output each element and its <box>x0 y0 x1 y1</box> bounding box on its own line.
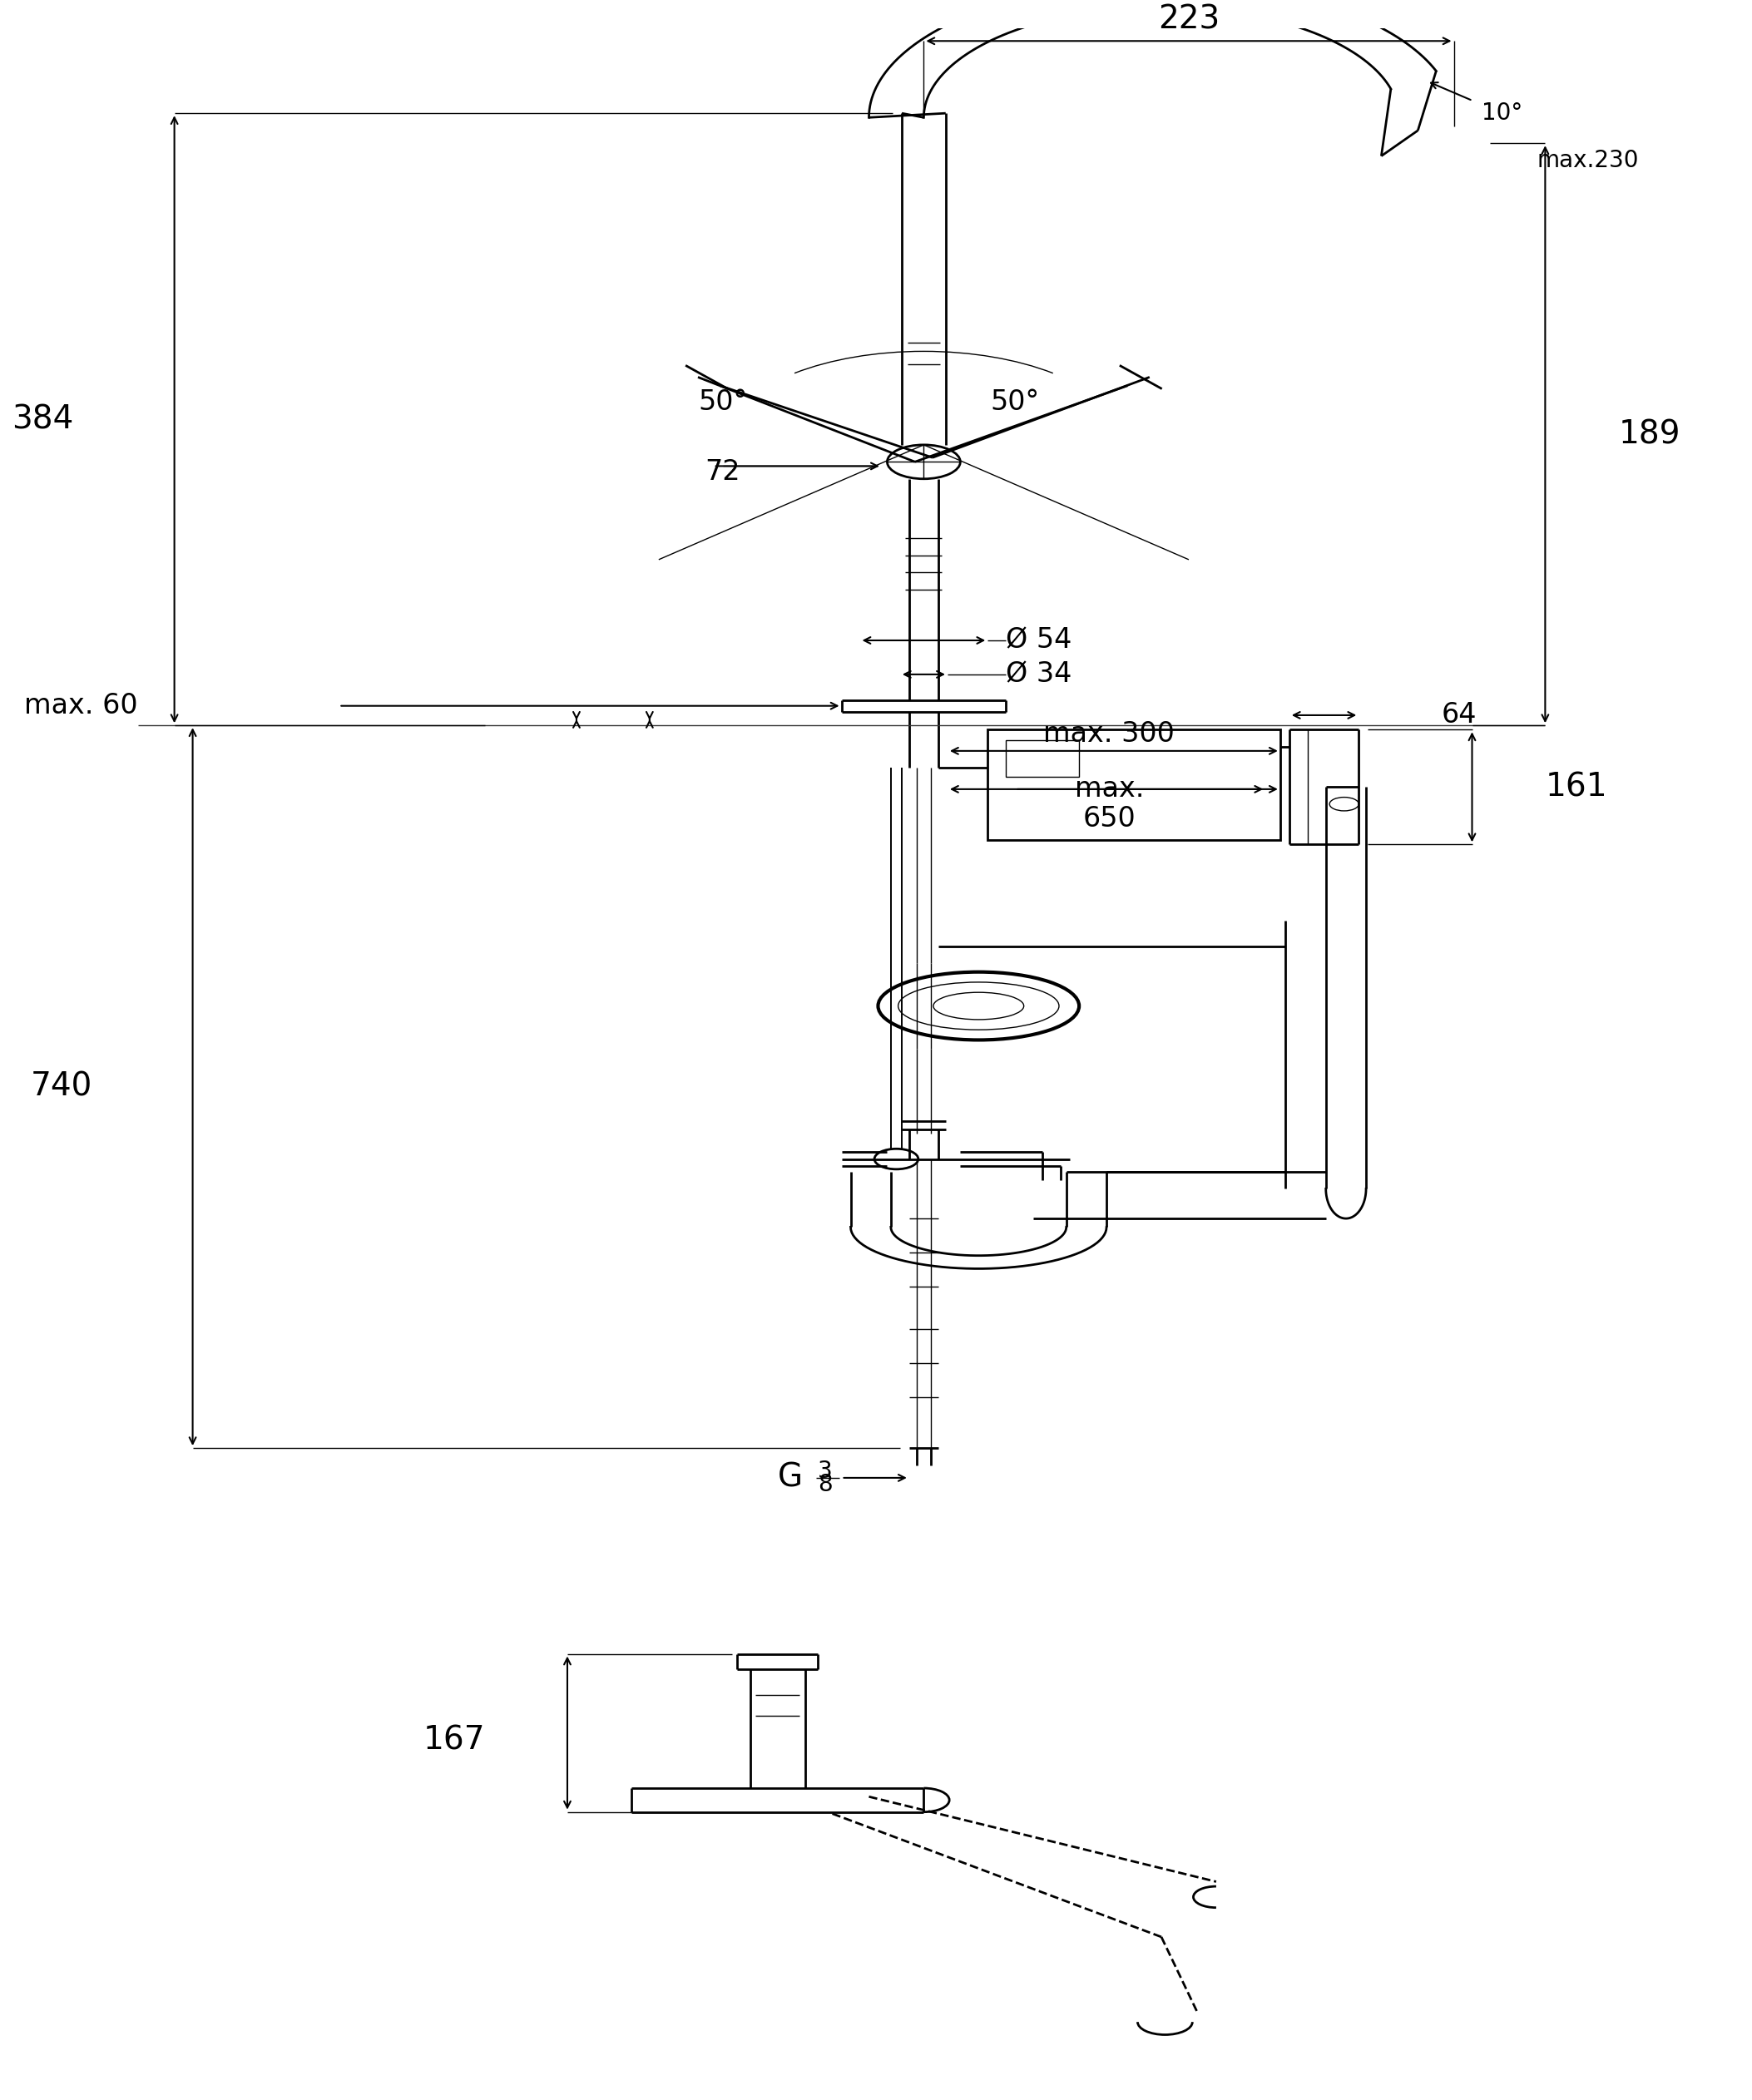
Text: 50°: 50° <box>697 388 748 416</box>
Text: G: G <box>778 1462 802 1493</box>
Text: 384: 384 <box>12 403 74 435</box>
Text: 740: 740 <box>30 1071 93 1102</box>
Text: 8: 8 <box>818 1472 832 1497</box>
Text: 650: 650 <box>1083 804 1135 832</box>
Text: 189: 189 <box>1619 418 1680 449</box>
Text: max.: max. <box>1074 775 1144 802</box>
Text: 10°: 10° <box>1482 101 1522 126</box>
Text: max. 60: max. 60 <box>25 693 138 720</box>
Text: 50°: 50° <box>990 388 1039 416</box>
Text: Ø 54: Ø 54 <box>1006 626 1072 653</box>
Text: max.230: max.230 <box>1537 149 1638 172</box>
Text: max. 300: max. 300 <box>1044 720 1176 748</box>
Text: 223: 223 <box>1158 4 1219 36</box>
Text: 167: 167 <box>422 1724 485 1756</box>
Text: 64: 64 <box>1440 701 1477 729</box>
Text: 161: 161 <box>1545 771 1607 802</box>
Bar <box>1006 739 1079 777</box>
Text: Ø 34: Ø 34 <box>1006 662 1072 689</box>
Text: 72: 72 <box>704 458 741 485</box>
Text: 3: 3 <box>818 1459 832 1483</box>
Bar <box>988 729 1281 840</box>
